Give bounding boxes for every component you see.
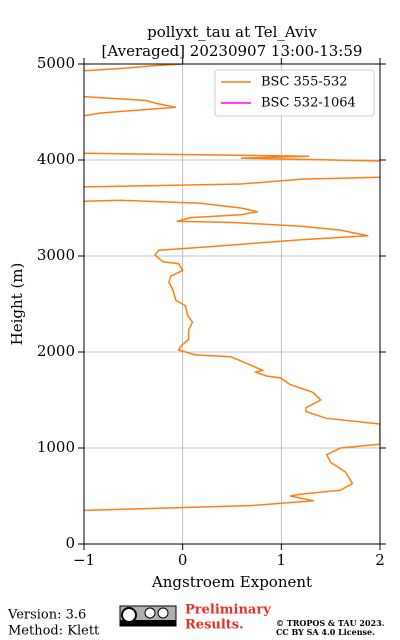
copyright: © TROPOS & TAU 2023. (276, 618, 385, 628)
preliminary: Preliminary (185, 603, 271, 618)
x-tick-label: 0 (178, 551, 188, 569)
y-tick-label: 2000 (37, 342, 75, 360)
copyright: CC BY SA 4.0 License. (276, 627, 375, 637)
version: Version: 3.6 (7, 608, 86, 623)
legend-label: BSC 355-532 (261, 75, 348, 90)
y-tick-label: 0 (65, 534, 75, 552)
y-tick-label: 1000 (37, 438, 75, 456)
chart-subtitle: [Averaged] 20230907 13:00-13:59 (102, 42, 363, 60)
series-line (84, 64, 380, 512)
legend-label: BSC 532-1064 (261, 96, 356, 111)
x-tick-label: 2 (375, 551, 385, 569)
x-axis-label: Angstroem Exponent (151, 573, 312, 591)
y-tick-label: 5000 (37, 54, 75, 72)
y-tick-label: 3000 (37, 246, 75, 264)
legend-box (214, 69, 375, 117)
x-tick-label: −1 (73, 551, 95, 569)
preliminary: Results. (185, 618, 244, 633)
plot-frame (83, 63, 381, 545)
y-tick-label: 4000 (37, 150, 75, 168)
y-axis-label: Height (m) (8, 263, 26, 346)
chart-title: pollyxt_tau at Tel_Aviv (147, 23, 317, 41)
x-tick-label: 1 (277, 551, 287, 569)
method: Method: Klett (8, 624, 100, 639)
cc-logo (119, 605, 177, 627)
